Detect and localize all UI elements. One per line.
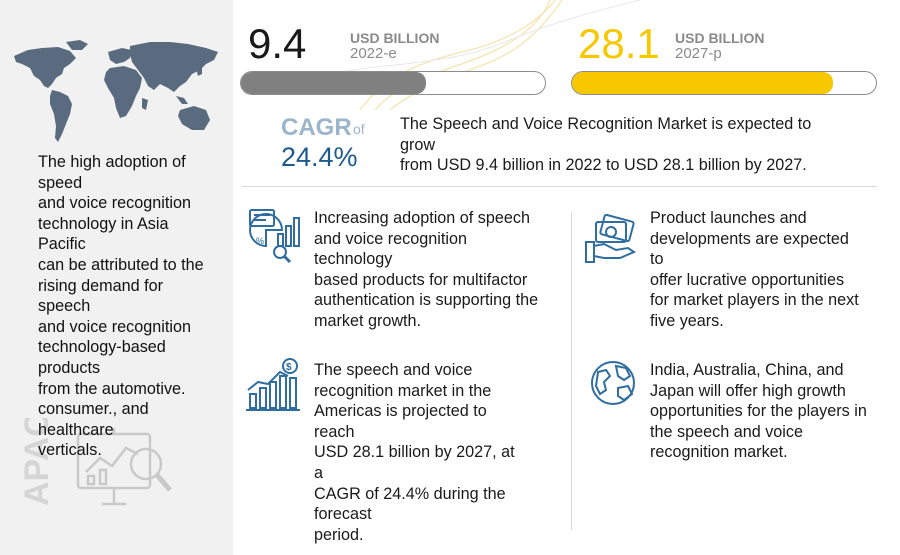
svg-text:$: $ bbox=[286, 362, 292, 373]
globe-icon bbox=[591, 361, 635, 405]
metric-2027-year: 2027-p bbox=[675, 45, 722, 62]
metric-2027-value: 28.1 bbox=[578, 20, 660, 67]
apac-description: The high adoption of speed and voice rec… bbox=[38, 153, 204, 460]
metric-2027-bar-fill bbox=[572, 72, 834, 94]
cagr-value: 24.4% bbox=[281, 142, 358, 172]
growth-chart-dollar-icon: $ bbox=[246, 358, 300, 411]
insight-2-text: Product launches and developments are ex… bbox=[650, 209, 859, 330]
vertical-divider bbox=[571, 212, 572, 530]
metric-2022-bar bbox=[240, 71, 546, 95]
metric-2022-year: 2022-e bbox=[350, 45, 397, 62]
metric-2027-unit: USD BILLION bbox=[675, 30, 765, 46]
apac-region-label: APAC bbox=[18, 418, 56, 506]
cagr-of: of bbox=[353, 121, 365, 137]
cagr-label: CAGR bbox=[281, 114, 352, 141]
money-in-hand-icon bbox=[585, 213, 637, 263]
metric-2022-value: 9.4 bbox=[248, 20, 307, 67]
horizontal-divider bbox=[242, 186, 877, 187]
analytics-report-icon: % bbox=[249, 209, 300, 264]
insight-1-text: Increasing adoption of speech and voice … bbox=[314, 209, 539, 330]
world-map bbox=[14, 40, 218, 142]
apac-panel: The high adoption of speed and voice rec… bbox=[0, 0, 233, 555]
metric-2022-unit: USD BILLION bbox=[350, 30, 440, 46]
metric-2022-bar-fill bbox=[241, 72, 427, 94]
insight-3-text: The speech and voice recognition market … bbox=[314, 361, 515, 544]
apac-label-text: APAC bbox=[18, 418, 56, 506]
analytics-board-magnifier-icon bbox=[76, 428, 172, 506]
market-summary: The Speech and Voice Recognition Market … bbox=[400, 115, 812, 175]
svg-text:%: % bbox=[256, 236, 264, 246]
metric-2027-bar bbox=[571, 71, 877, 95]
insight-4-text: India, Australia, China, and Japan will … bbox=[650, 361, 867, 462]
